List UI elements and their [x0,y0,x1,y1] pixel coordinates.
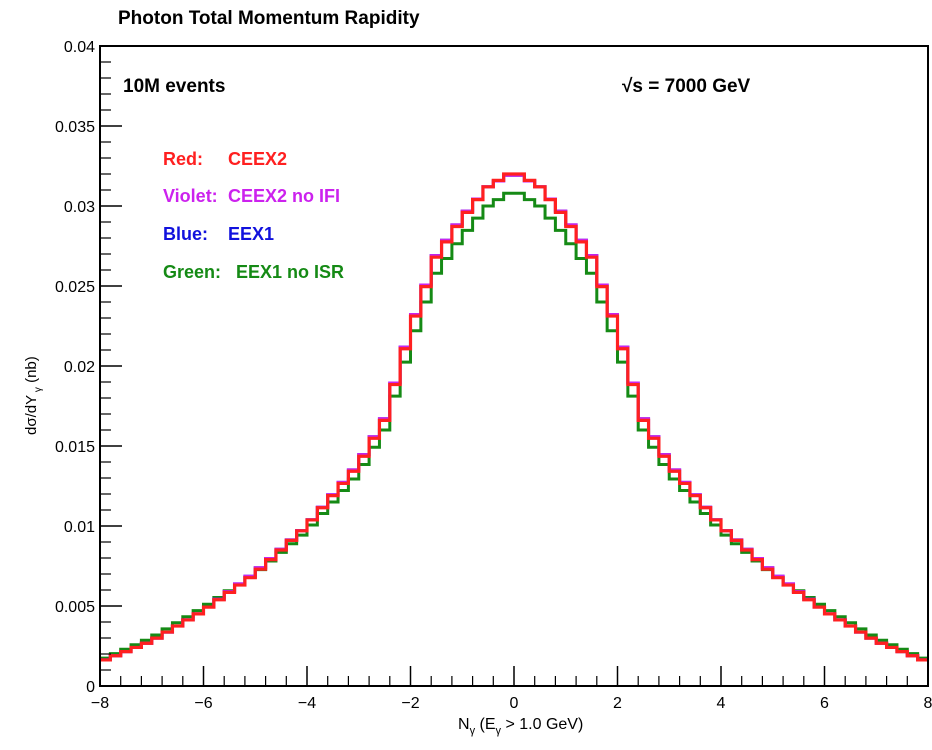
legend-desc-violet: CEEX2 no IFI [228,186,340,206]
y-tick-label: 0.025 [55,279,95,296]
x-tick-label: −4 [298,695,316,712]
x-axis-label: Nγ (Eγ > 1.0 GeV) [458,716,583,737]
x-tick-label: 4 [717,695,726,712]
y-tick-label: 0 [86,679,95,696]
series-line-ceex2 [100,172,928,662]
legend-desc-blue: EEX1 [228,224,274,244]
x-axis: −8 −6 −4 −2 0 2 4 6 8 [91,666,932,712]
y-tick-label: 0.035 [55,119,95,136]
legend-label-red: Red: [163,149,203,169]
legend-desc-red: CEEX2 [228,149,287,169]
y-tick-label: 0.03 [64,199,95,216]
legend-desc-green: EEX1 no ISR [236,262,344,282]
series-line-eex1 [100,173,928,662]
energy-annotation: √s = 7000 GeV [622,76,751,97]
events-annotation: 10M events [123,76,225,97]
x-tick-label: −8 [91,695,109,712]
y-tick-label: 0.015 [55,439,95,456]
x-tick-label: −6 [194,695,212,712]
x-tick-label: 8 [924,695,932,712]
y-tick-label: 0.005 [55,599,95,616]
x-tick-label: 2 [613,695,622,712]
y-tick-label: 0.02 [64,359,95,376]
series-line-ceex2-no-ifi [100,173,928,662]
legend: Red: CEEX2 Violet: CEEX2 no IFI Blue: EE… [163,149,344,282]
y-axis-label: dσ/dY γ (nb) [23,356,44,435]
series-layer [100,172,928,662]
x-tick-label: 0 [510,695,519,712]
x-tick-label: −2 [401,695,419,712]
chart-title: Photon Total Momentum Rapidity [118,8,420,29]
legend-label-green: Green: [163,262,221,282]
legend-label-blue: Blue: [163,224,208,244]
x-tick-label: 6 [820,695,829,712]
series-line-eex1-no-isr [100,191,928,660]
y-tick-label: 0.04 [64,39,95,56]
y-axis: 0 0.005 0.01 0.015 0.02 0.025 0.03 0.035 0.04 [55,39,122,696]
legend-label-violet: Violet: [163,186,218,206]
y-tick-label: 0.01 [64,519,95,536]
